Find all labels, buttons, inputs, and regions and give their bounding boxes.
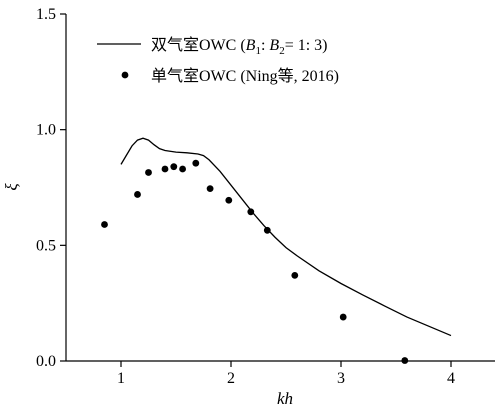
y-axis-label: ξ bbox=[2, 183, 21, 191]
y-axis-ticks: 0.0 0.5 1.0 1.5 bbox=[36, 6, 66, 370]
y-tick-label: 0.0 bbox=[36, 353, 56, 370]
x-axis-label: kh bbox=[277, 389, 293, 408]
series-line-dual-chamber bbox=[120, 137, 452, 337]
legend-label-prefix: 双气室OWC ( bbox=[151, 36, 246, 54]
legend-label-sub1: 1 bbox=[255, 45, 261, 57]
data-point bbox=[247, 208, 255, 216]
data-point bbox=[192, 159, 200, 167]
data-point bbox=[101, 221, 108, 228]
data-point bbox=[401, 357, 409, 364]
legend-label-suffix: = 1: 3) bbox=[285, 37, 328, 54]
x-tick-label: 3 bbox=[337, 370, 345, 387]
x-tick-label: 2 bbox=[227, 370, 235, 387]
legend-label-sub2: 2 bbox=[279, 45, 285, 57]
data-point bbox=[225, 196, 233, 204]
y-tick-label: 0.5 bbox=[36, 237, 56, 254]
legend-label-dual-chamber: 双气室OWC (B1: B2= 1: 3) bbox=[151, 36, 327, 57]
legend-label-single-chamber: 单气室OWC (Ning等, 2016) bbox=[151, 67, 339, 85]
x-axis-ticks: 1 2 3 4 bbox=[117, 361, 455, 387]
data-point bbox=[179, 165, 187, 173]
legend: 双气室OWC (B1: B2= 1: 3) 单气室OWC (Ning等, 201… bbox=[97, 36, 339, 85]
data-point bbox=[161, 165, 169, 173]
data-point bbox=[263, 226, 271, 234]
data-point bbox=[206, 185, 214, 193]
data-point bbox=[291, 272, 299, 279]
data-point bbox=[339, 313, 347, 321]
data-point bbox=[145, 169, 152, 176]
x-tick-label: 4 bbox=[447, 370, 455, 387]
series-points-single-chamber bbox=[101, 159, 409, 364]
data-point bbox=[134, 191, 141, 198]
x-tick-label: 1 bbox=[117, 370, 125, 387]
y-tick-label: 1.5 bbox=[36, 6, 56, 23]
legend-label-mid: : bbox=[261, 37, 269, 54]
legend-point-swatch bbox=[121, 71, 129, 79]
data-point bbox=[170, 163, 178, 171]
y-tick-label: 1.0 bbox=[36, 122, 56, 139]
legend-label-b2: B bbox=[269, 37, 279, 54]
legend-label-b1: B bbox=[246, 37, 256, 54]
